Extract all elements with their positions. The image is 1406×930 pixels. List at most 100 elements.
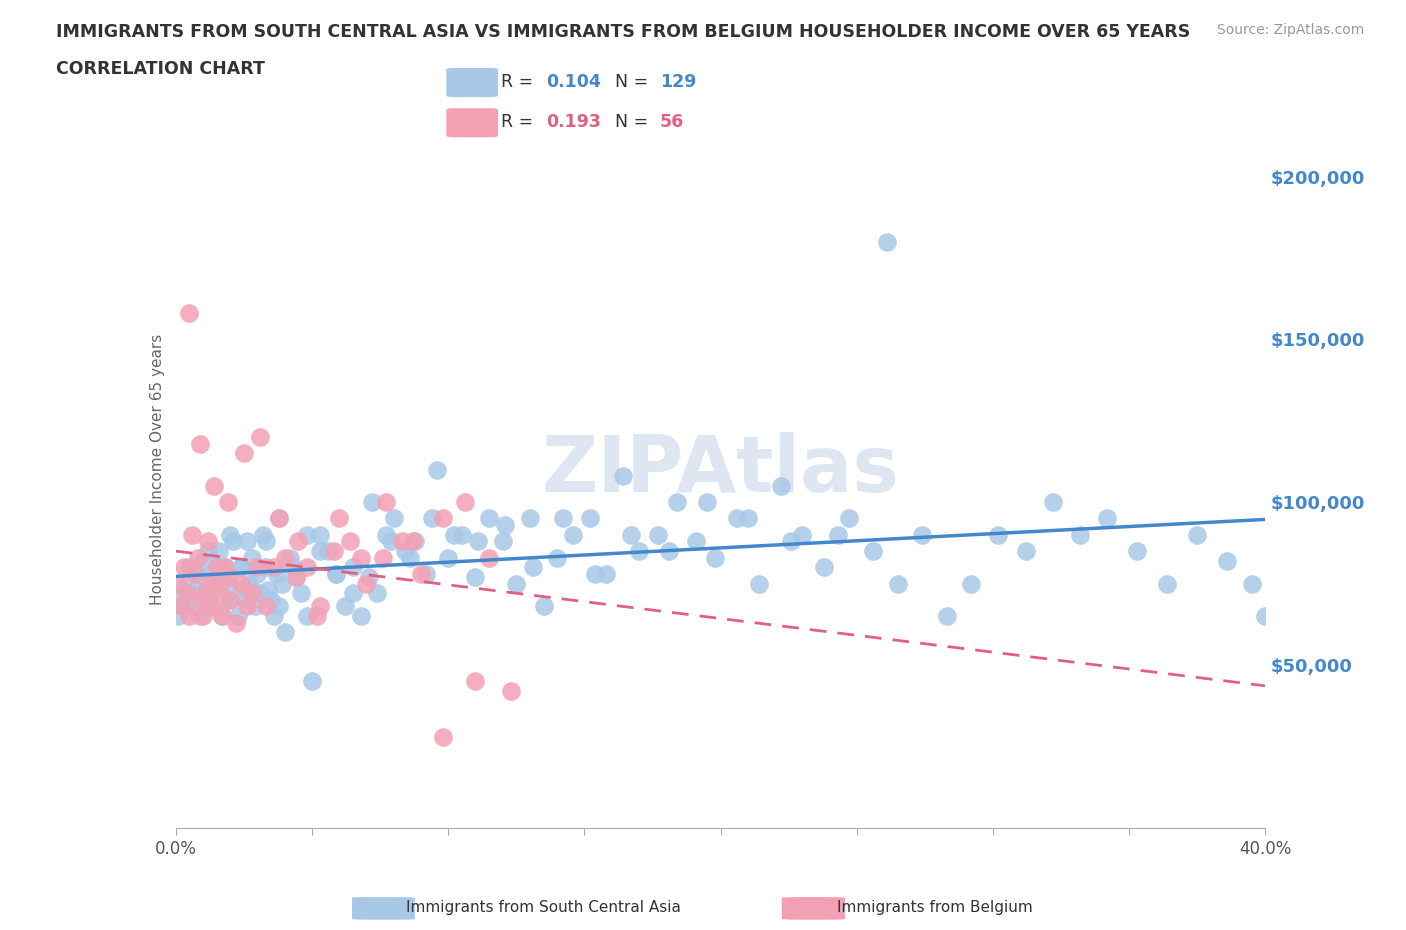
Point [342,560,364,575]
Text: IMMIGRANTS FROM SOUTH CENTRAL ASIA VS IMMIGRANTS FROM BELGIUM HOUSEHOLDER INCOME: IMMIGRANTS FROM SOUTH CENTRAL ASIA VS IM… [56,23,1191,41]
Point [254,599,277,614]
Text: N =: N = [616,73,654,91]
Point [231,577,253,591]
Point [350,551,373,565]
Point [1015,543,1038,558]
Point [274,625,297,640]
Point [464,673,486,688]
Point [176,586,198,601]
Point [405,534,427,549]
Point [200,566,222,581]
Point [295,527,318,542]
Point [269,512,291,526]
Point [467,534,489,549]
Point [862,543,884,558]
Point [499,684,522,698]
Point [309,543,332,558]
Point [666,495,689,510]
Point [402,534,425,549]
Point [181,599,204,614]
Point [725,512,748,526]
Point [197,534,219,549]
Point [284,569,307,585]
Point [167,577,190,591]
Point [205,560,228,575]
Point [519,512,541,526]
Point [295,609,318,624]
Point [366,586,388,601]
Point [240,582,263,598]
Point [935,609,957,624]
Point [769,479,792,494]
Point [409,566,432,581]
Point [211,609,233,624]
Point [217,569,239,585]
Point [595,566,617,581]
Point [249,430,271,445]
Point [450,527,472,542]
Point [704,551,727,565]
Point [217,495,239,510]
Point [281,560,304,575]
Point [505,577,527,591]
Point [208,543,231,558]
Point [222,534,245,549]
Point [173,560,195,575]
Point [188,436,211,451]
Point [219,592,242,607]
Point [260,592,283,607]
Text: R =: R = [502,73,538,91]
Point [232,446,254,461]
Point [214,560,236,575]
FancyBboxPatch shape [446,108,498,138]
Point [271,577,294,591]
Point [254,560,277,575]
Point [339,534,361,549]
Text: R =: R = [502,113,538,131]
Point [374,495,396,510]
Point [240,586,263,601]
Point [325,566,347,581]
Point [170,599,193,614]
Point [380,534,402,549]
Point [202,599,225,614]
Point [748,577,770,591]
Point [356,577,378,591]
Point [231,560,253,575]
Point [191,553,214,568]
Point [415,566,437,581]
Point [200,577,222,591]
Point [420,512,443,526]
Point [838,512,860,526]
Point [612,469,634,484]
Point [737,512,759,526]
FancyBboxPatch shape [352,897,415,920]
Point [478,551,501,565]
Point [295,560,318,575]
Point [342,586,364,601]
Point [1240,577,1263,591]
Point [238,577,260,591]
Point [246,566,269,581]
Point [1156,577,1178,591]
Point [1042,495,1064,510]
Point [167,609,190,624]
Text: 129: 129 [659,73,696,91]
Point [231,560,253,575]
Point [269,512,291,526]
Point [432,512,454,526]
Point [235,534,257,549]
Point [284,569,307,585]
Point [200,599,222,614]
Point [243,599,266,614]
Point [492,534,515,549]
Point [225,616,247,631]
Point [194,582,217,598]
Point [254,534,277,549]
Point [173,599,195,614]
Text: Immigrants from Belgium: Immigrants from Belgium [837,900,1032,915]
Point [170,586,193,601]
Point [278,551,301,565]
Point [266,566,288,581]
Point [309,599,332,614]
